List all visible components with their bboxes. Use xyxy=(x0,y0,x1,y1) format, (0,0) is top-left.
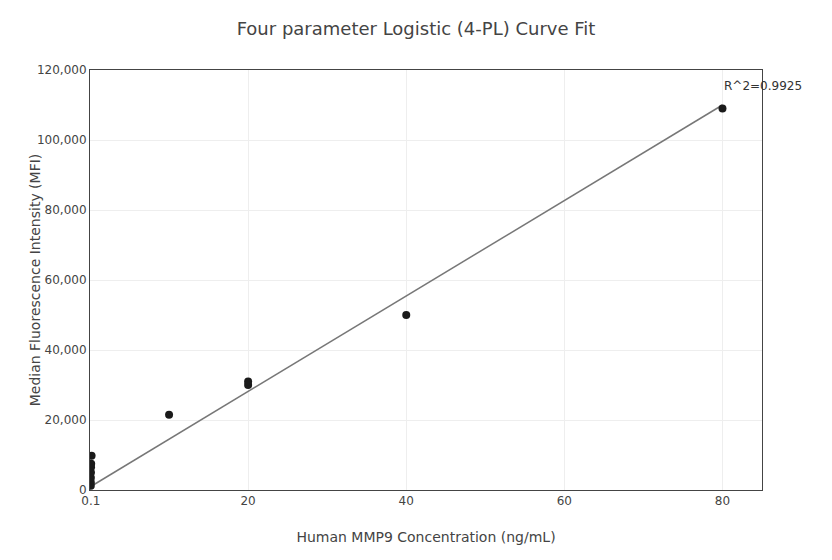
svg-text:60: 60 xyxy=(557,494,572,508)
svg-text:60,000: 60,000 xyxy=(45,273,87,287)
svg-text:100,000: 100,000 xyxy=(37,133,87,147)
svg-text:Human MMP9 Concentration (ng/m: Human MMP9 Concentration (ng/mL) xyxy=(296,529,555,545)
svg-text:80: 80 xyxy=(715,494,730,508)
svg-text:Four parameter Logistic (4-PL): Four parameter Logistic (4-PL) Curve Fit xyxy=(237,18,596,39)
svg-text:120,000: 120,000 xyxy=(37,63,87,77)
svg-text:20: 20 xyxy=(240,494,255,508)
svg-text:40: 40 xyxy=(399,494,414,508)
svg-text:Median Fluorescence Intensity: Median Fluorescence Intensity (MFI) xyxy=(27,154,43,407)
svg-text:R^2=0.9925: R^2=0.9925 xyxy=(724,79,802,93)
svg-text:0.1: 0.1 xyxy=(81,494,100,508)
svg-text:0: 0 xyxy=(79,483,87,497)
svg-text:80,000: 80,000 xyxy=(45,203,87,217)
svg-text:20,000: 20,000 xyxy=(45,413,87,427)
svg-text:40,000: 40,000 xyxy=(45,343,87,357)
